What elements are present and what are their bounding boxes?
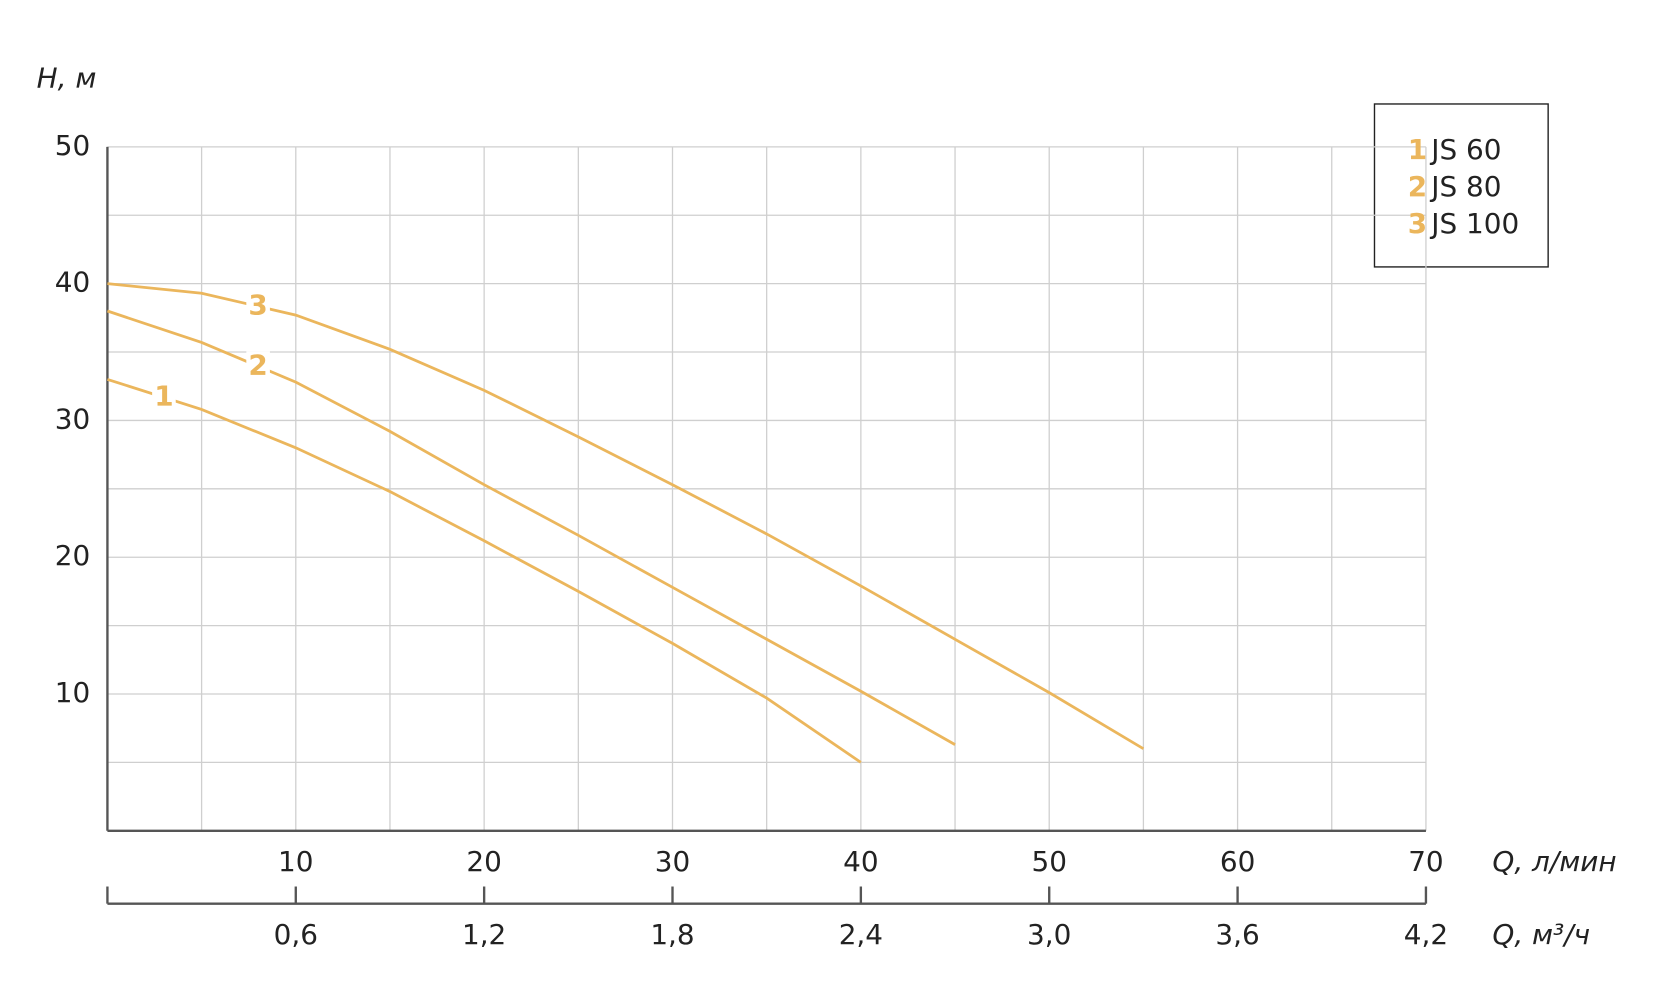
legend-name: JS 100: [1429, 207, 1519, 240]
legend-name: JS 60: [1429, 133, 1501, 166]
y-tick-label: 40: [55, 266, 90, 299]
curve-label-bg: [152, 382, 176, 413]
curve: [106, 309, 956, 746]
y-tick-label: 30: [55, 402, 90, 435]
x-tick-label: 70: [1408, 845, 1443, 878]
x2-tick-label: 3,0: [1027, 918, 1071, 951]
x2-tick-label: 1,2: [462, 918, 506, 951]
curve-label: 1: [154, 379, 173, 412]
x-tick-label: 10: [278, 845, 313, 878]
x-tick-label: 40: [843, 845, 878, 878]
legend-number: 3: [1408, 207, 1427, 240]
curve-label: 2: [248, 348, 267, 381]
y-tick-label: 10: [55, 676, 90, 709]
x2-axis-label: Q, м³/ч: [1492, 918, 1590, 951]
x-tick-label: 20: [466, 845, 501, 878]
x-axis-label: Q, л/мин: [1492, 845, 1616, 878]
legend-box: [1373, 103, 1549, 268]
curve: [106, 378, 862, 764]
curve: [107, 282, 1145, 750]
curve-label-bg: [246, 351, 270, 382]
x2-tick-label: 4,2: [1404, 918, 1448, 951]
y-axis-label: H, м: [37, 61, 97, 94]
x-tick-label: 30: [655, 845, 690, 878]
curve-label: 3: [248, 288, 267, 321]
x2-tick-label: 2,4: [839, 918, 883, 951]
y-tick-label: 50: [55, 129, 90, 162]
legend-name: JS 80: [1429, 170, 1501, 203]
x2-tick-label: 0,6: [274, 918, 318, 951]
legend-number: 1: [1408, 133, 1427, 166]
x-tick-label: 50: [1031, 845, 1066, 878]
y-tick-label: 20: [55, 539, 90, 572]
x-tick-label: 60: [1220, 845, 1255, 878]
curve-label-bg: [246, 291, 270, 322]
x2-tick-label: 3,6: [1215, 918, 1259, 951]
legend-number: 2: [1408, 170, 1427, 203]
x2-tick-label: 1,8: [650, 918, 694, 951]
